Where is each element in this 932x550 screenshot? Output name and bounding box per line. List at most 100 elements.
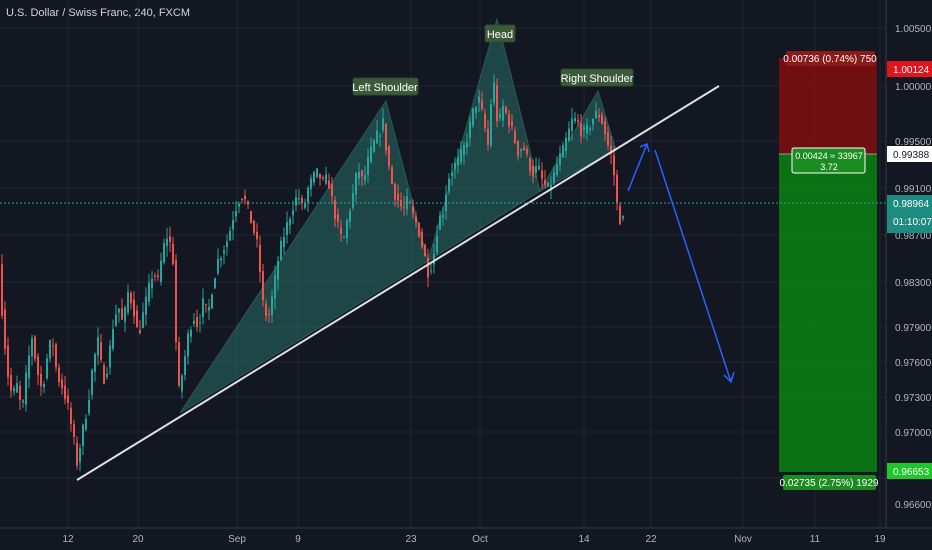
candle-body [310,178,312,190]
candle-body [187,333,189,357]
candle-body [481,100,483,109]
candle-body [304,203,306,208]
candle-body [502,105,504,121]
candle-body [418,223,420,237]
candle-body [433,253,435,265]
candle-body [259,244,261,272]
entry-info-line2: 3.72 [820,162,838,172]
candle-body [574,117,576,122]
candle-body [277,260,279,280]
stop-info-box[interactable]: 0.00736 (0.74%) 750 [783,51,877,66]
candle-body [334,200,336,220]
arrow-down-segment [654,149,732,383]
candle-body [598,114,600,118]
candle-body [292,210,294,216]
time-tick: 12 [62,534,74,545]
candle-body [64,385,66,400]
entry-info-box[interactable]: 0.00424 ≈ 33967 3.72 [791,147,866,174]
candle-body [391,167,393,184]
entry-price-tag [887,146,932,162]
candle-body [379,135,381,137]
candle-body [91,369,93,395]
candle-body [505,107,507,113]
candle-body [463,144,465,156]
projection-arrows[interactable] [627,142,735,384]
candle-body [517,141,519,156]
label-left-shoulder[interactable]: Left Shoulder [352,77,419,96]
candle-body [223,250,225,254]
price-tick: 1.00500 [895,24,932,35]
candle-body [109,345,111,368]
candle-body [217,258,219,274]
stop-loss-zone[interactable] [779,58,877,154]
time-tick: 19 [874,534,886,545]
take-profit-zone[interactable] [779,154,877,472]
price-tick: 0.97600 [895,358,932,369]
candle-body [571,118,573,132]
candle-body [382,118,384,131]
candle-body [220,258,222,261]
candle-body [526,148,528,155]
candle-body [430,270,432,272]
candle-body [346,220,348,239]
neckline-trendline[interactable] [76,85,720,481]
candle-body [196,317,198,328]
label-right-shoulder[interactable]: Right Shoulder [560,68,634,87]
candle-body [205,303,207,305]
time-axis[interactable]: 12 20 Sep 9 23 Oct 14 22 Nov 11 19 [0,527,932,550]
candle-body [241,198,243,200]
candle-body [355,172,357,195]
candle-body [94,354,96,372]
time-tick: 11 [810,534,821,545]
target-info-text: 0.02735 (2.75%) 1929 [780,478,879,489]
candle-body [529,158,531,172]
candle-body [274,274,276,299]
candle-body [556,164,558,175]
candle-body [493,82,495,103]
candle-body [289,219,291,226]
head-triangle[interactable] [427,17,541,263]
grid [0,0,886,528]
candle-body [238,203,240,207]
candle-body [169,236,171,243]
time-tick: 23 [405,534,417,545]
candle-body [370,146,372,162]
candle-body [352,192,354,208]
candle-body [403,206,405,208]
arrow-up-head [639,142,650,153]
candle-body [514,131,516,144]
candle-body [190,329,192,337]
price-axis[interactable]: 1.00500 1.00000 0.99500 0.99100 0.98700 … [885,0,932,528]
symbol-title[interactable]: U.S. Dollar / Swiss Franc, 240, FXCM [6,7,190,19]
left-shoulder-triangle[interactable] [179,99,429,414]
price-tick: 0.97900 [895,323,932,334]
label-head[interactable]: Head [484,24,516,43]
candle-body [613,155,615,176]
candle-body [499,114,501,119]
candle-body [373,140,375,152]
candle-body [610,145,612,154]
time-tick: Sep [228,534,246,545]
candle-body [511,121,513,127]
candle-body [460,149,462,162]
candle-body [301,197,303,203]
target-info-box[interactable]: 0.02735 (2.75%) 1929 [780,475,879,490]
label-head-text: Head [487,29,513,41]
candle-body [124,307,126,322]
candle-body [337,214,339,222]
candle-body [394,183,396,200]
candle-body [364,174,366,181]
candle-body [4,309,6,350]
candle-body [163,243,165,263]
candle-body [421,231,423,247]
candle-body [43,384,45,387]
candle-body [478,96,480,103]
candle-body [325,174,327,184]
candle-body [469,121,471,138]
candle-body [442,215,444,218]
candle-body [37,356,39,375]
time-tick: 22 [645,534,657,545]
candle-body [175,260,177,343]
